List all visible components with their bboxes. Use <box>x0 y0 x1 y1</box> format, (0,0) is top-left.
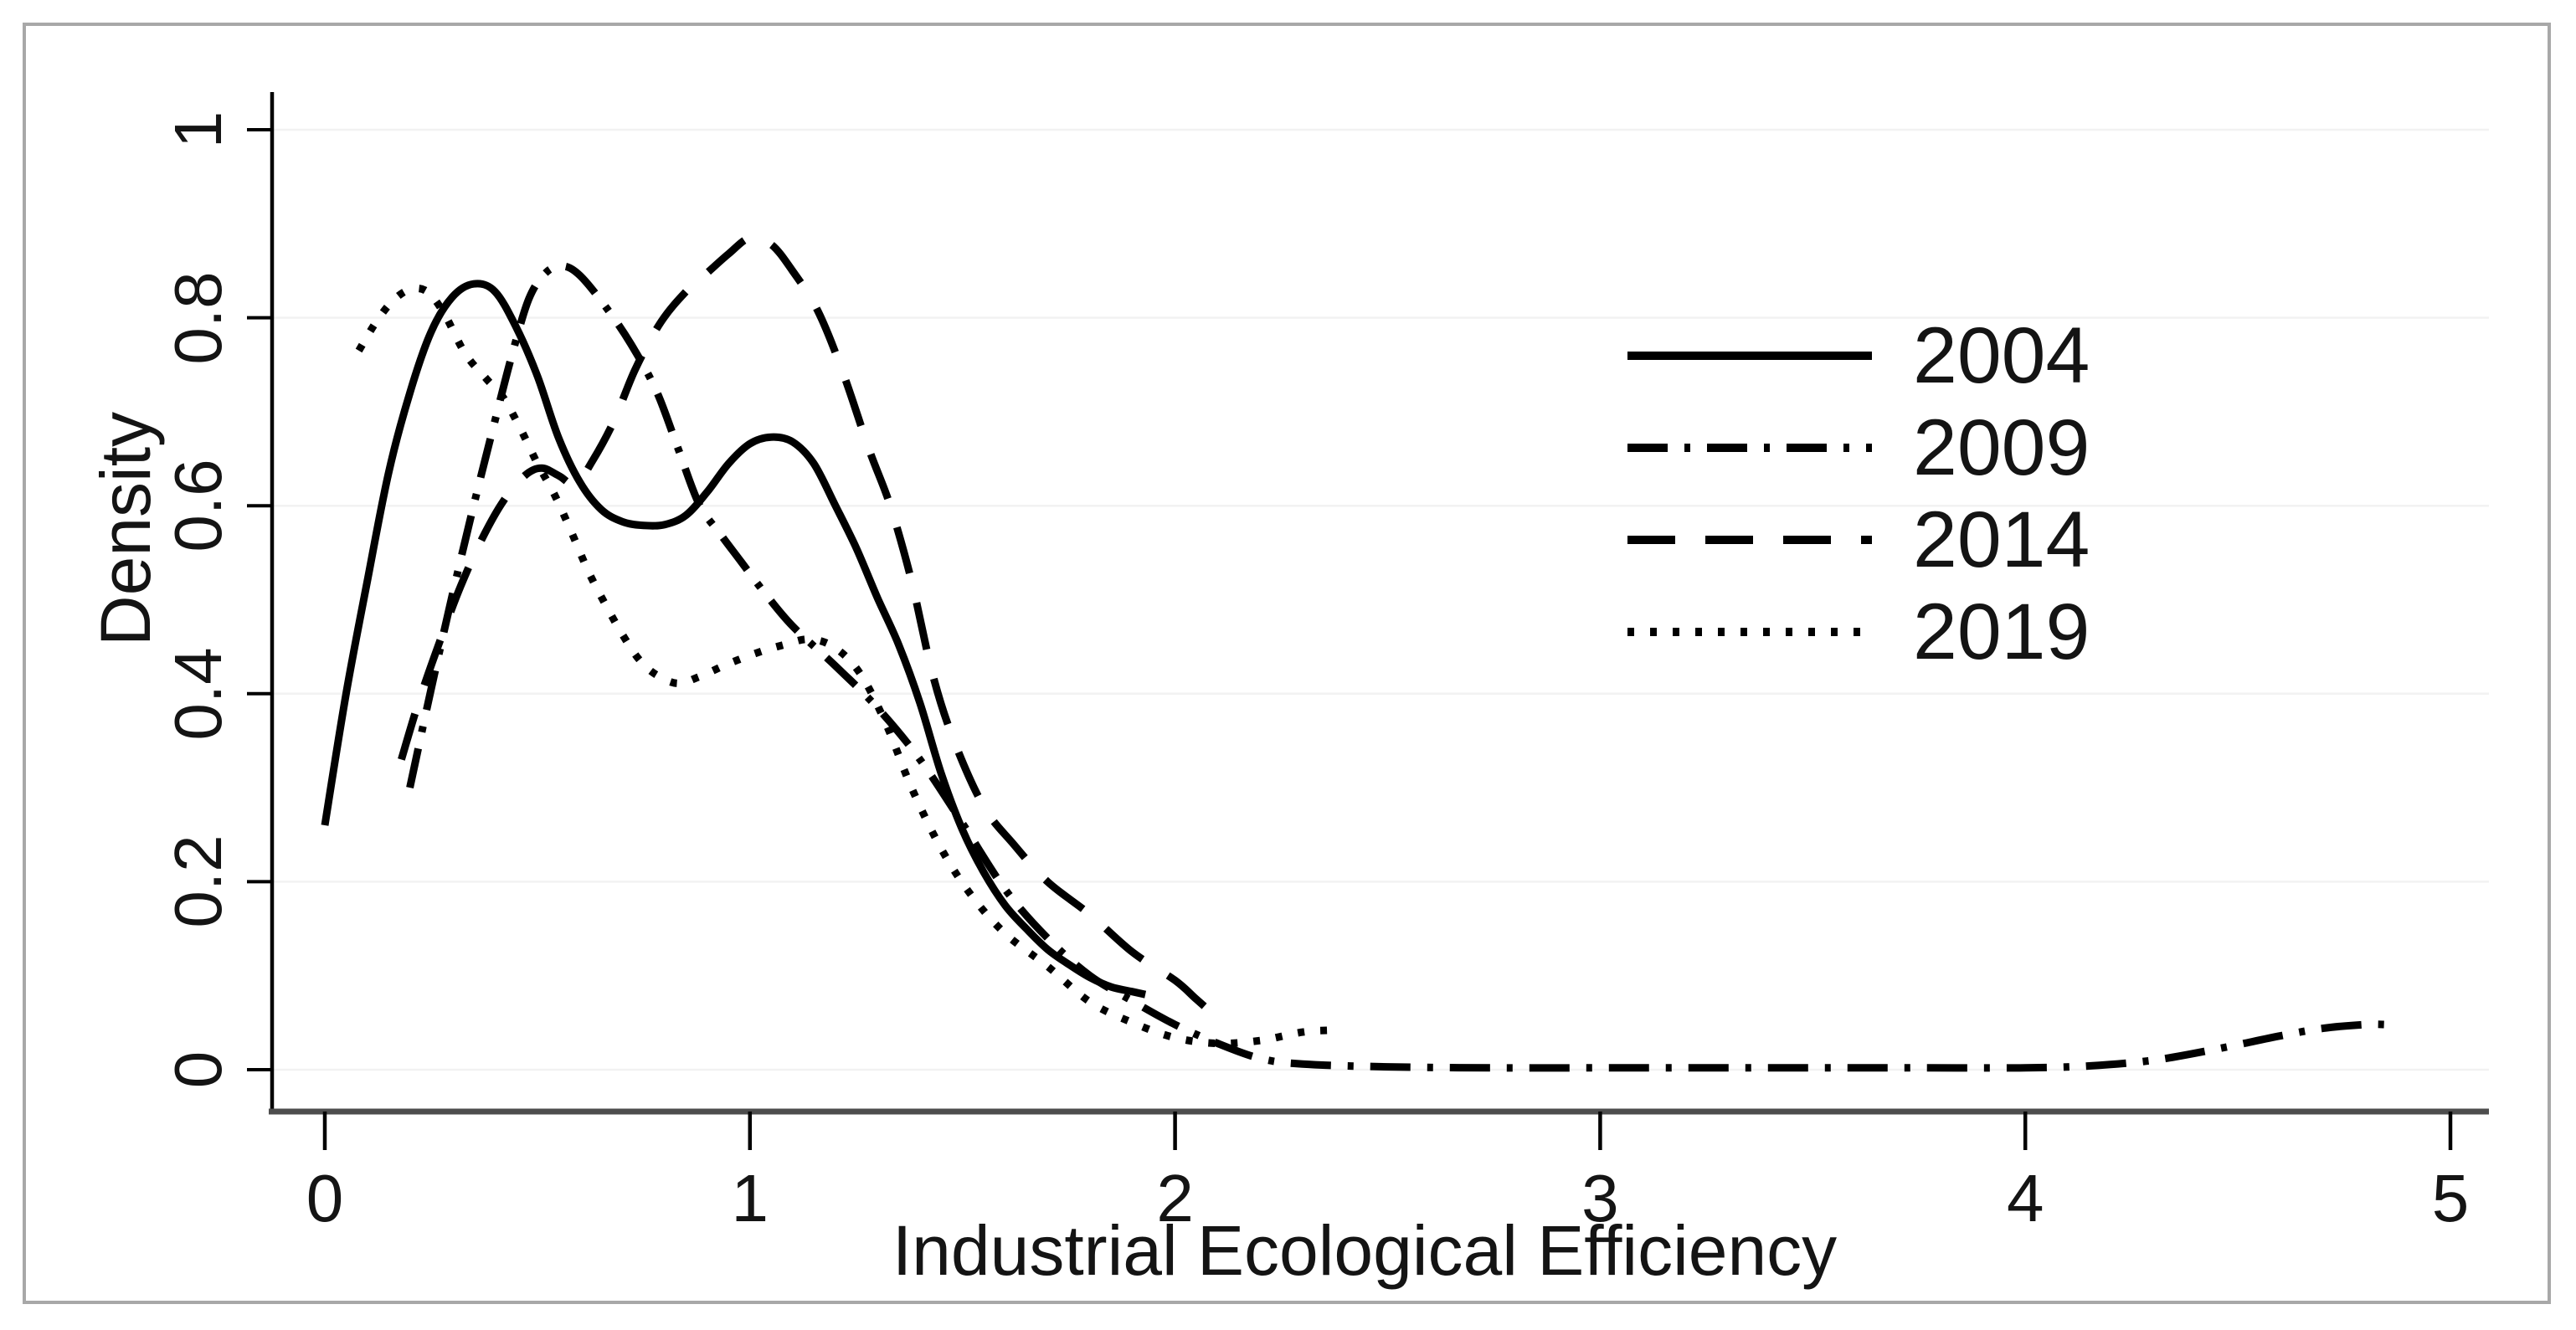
legend-line-sample-dotted <box>1627 628 1872 636</box>
x-tick-label: 2 <box>1156 1161 1194 1235</box>
y-axis-title: Density <box>86 411 165 647</box>
legend-label-2004: 2004 <box>1913 311 2090 400</box>
series-2009-line <box>406 262 2387 1072</box>
legend-row-2014: 2014 <box>1627 494 2090 586</box>
y-tick-label: 0.8 <box>161 270 235 365</box>
figure-border <box>23 23 2551 1304</box>
y-tick-label: 0 <box>161 1050 235 1089</box>
legend: 2004 2009 2014 2019 <box>1627 310 2090 678</box>
x-tick-label: 1 <box>731 1161 769 1235</box>
x-tick-label: 3 <box>1581 1161 1619 1235</box>
series-2019-line <box>355 285 1333 1048</box>
legend-row-2009: 2009 <box>1627 402 2090 494</box>
y-tick-label: 1 <box>161 110 235 149</box>
legend-row-2004: 2004 <box>1627 310 2090 402</box>
series-2014-line <box>398 234 1221 1021</box>
legend-label-2019: 2019 <box>1913 587 2090 676</box>
x-tick-label: 5 <box>2431 1161 2470 1235</box>
x-tick-label: 0 <box>306 1161 344 1235</box>
y-tick-label: 0.2 <box>161 834 235 928</box>
legend-line-sample-solid <box>1627 352 1872 360</box>
y-tick-label: 0.4 <box>161 647 235 741</box>
x-tick-label: 4 <box>2006 1161 2044 1235</box>
series-2004-line <box>321 280 1147 999</box>
y-tick-label: 0.6 <box>161 459 235 552</box>
x-axis-title: Industrial Ecological Efficiency <box>892 1211 1838 1290</box>
legend-label-2014: 2014 <box>1913 495 2090 584</box>
legend-line-sample-long-dash <box>1627 536 1872 544</box>
legend-line-sample-dash-dot <box>1627 444 1872 452</box>
legend-row-2019: 2019 <box>1627 586 2090 678</box>
legend-label-2009: 2009 <box>1913 403 2090 492</box>
